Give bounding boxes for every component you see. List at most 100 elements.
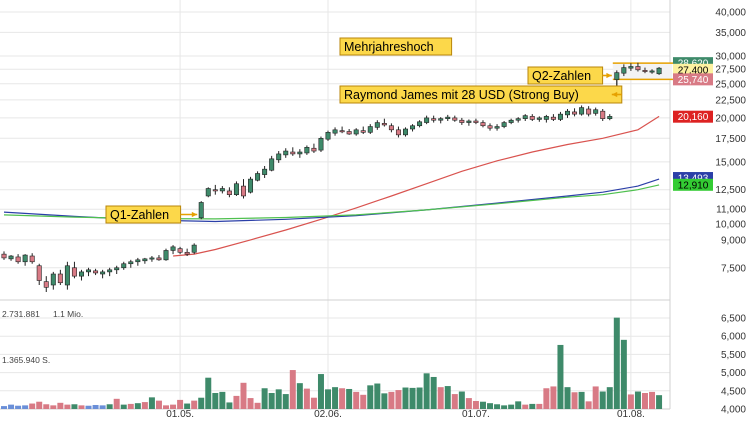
volume-bar [78, 405, 85, 409]
volume-bar [1, 406, 7, 409]
volume-bar [458, 391, 465, 409]
candle-body [304, 146, 310, 154]
volume-bar [620, 339, 627, 409]
volume-bar [515, 401, 522, 409]
arrow-q1-head [191, 211, 198, 218]
volume-bar [649, 391, 656, 409]
volume-bar [578, 391, 585, 409]
volume-label: 1.1 Mio. [53, 309, 83, 319]
candle-body [219, 188, 225, 192]
volume-bar [141, 402, 148, 409]
candle-body [78, 271, 84, 277]
volume-bar [479, 401, 486, 409]
volume-bar [310, 397, 317, 409]
candle-body [1, 253, 7, 259]
candle-body [614, 72, 620, 80]
volume-bar [529, 403, 536, 409]
y-tick-label: 35,000 [715, 28, 746, 39]
volume-bar [282, 394, 289, 409]
volume-bar [92, 404, 99, 409]
y-tick-label: 5,000 [721, 368, 746, 379]
volume-bar [64, 404, 71, 409]
volume-bar [634, 391, 641, 409]
volume-bar [155, 400, 162, 409]
candle-body [64, 265, 70, 286]
volume-bar [536, 403, 543, 409]
candle-body [529, 116, 535, 120]
candle-body [473, 120, 479, 123]
volume-bar [198, 397, 205, 409]
candle-body [198, 202, 204, 219]
candle-body [50, 273, 56, 286]
candle-body [283, 150, 289, 156]
volume-bar [261, 388, 268, 409]
candle-body [57, 273, 63, 284]
volume-bar [268, 392, 275, 409]
volume-bar [430, 376, 437, 409]
volume-bar [599, 391, 606, 409]
volume-bar [106, 404, 113, 409]
volume-bar [606, 387, 613, 409]
candle-body [29, 255, 35, 263]
candle-body [311, 147, 317, 152]
price-tag [673, 63, 713, 76]
volume-bar [381, 393, 388, 409]
candle-body [367, 126, 373, 133]
volume-bar [627, 394, 634, 409]
candle-body [8, 255, 14, 260]
candle-body [410, 125, 416, 130]
volume-bar [29, 403, 36, 409]
volume-label: 2.731.881 [2, 309, 40, 319]
candle-body [445, 116, 451, 119]
candle-body [233, 183, 239, 195]
volume-bar [254, 402, 261, 409]
candle-body [487, 125, 493, 129]
y-tick-label: 5,500 [721, 350, 746, 361]
candle-body [276, 153, 282, 161]
candle-body [22, 254, 28, 263]
volume-bar [184, 403, 191, 409]
candle-body [191, 244, 197, 253]
y-tick-label: 10,000 [715, 219, 746, 230]
y-tick-label: 17,500 [715, 134, 746, 145]
y-tick-label: 40,000 [715, 8, 746, 19]
volume-bar [15, 405, 22, 409]
volume-bar [613, 317, 620, 409]
candle-body [452, 117, 458, 121]
candle-body [565, 110, 570, 116]
volume-bar [71, 404, 78, 409]
candle-body [212, 189, 218, 192]
candle-body [459, 119, 465, 123]
candle-body [325, 132, 331, 140]
candle-body [36, 265, 42, 281]
candle-body [438, 118, 444, 121]
candle-body [241, 185, 246, 197]
candle-body [642, 70, 648, 72]
annotation-mehrjahreshoch: Mehrjahreshoch [344, 40, 434, 54]
candle-body [649, 70, 655, 73]
annotation-q1: Q1-Zahlen [110, 208, 169, 222]
volume-bar [240, 382, 247, 409]
candle-body [656, 67, 662, 75]
volume-bar [465, 398, 472, 409]
volume-bar [402, 387, 409, 409]
price-tag [673, 178, 713, 191]
y-tick-label: 25,000 [715, 79, 746, 90]
candle-body [100, 271, 106, 275]
candle-body [466, 120, 472, 123]
candle-body [297, 151, 303, 155]
price-tag [673, 110, 713, 123]
candle-body [114, 267, 120, 271]
volume-bar [247, 398, 254, 409]
volume-bar [57, 402, 64, 409]
x-tick-label: 01.07. [462, 409, 490, 420]
volume-bar [444, 386, 451, 409]
volume-bar [212, 392, 219, 409]
candle-body [269, 158, 275, 171]
volume-label: 1.365.940 S. [2, 355, 50, 365]
volume-bar [99, 405, 106, 409]
candle-body [332, 129, 338, 134]
candle-body [93, 270, 99, 274]
candle-body [395, 129, 401, 136]
